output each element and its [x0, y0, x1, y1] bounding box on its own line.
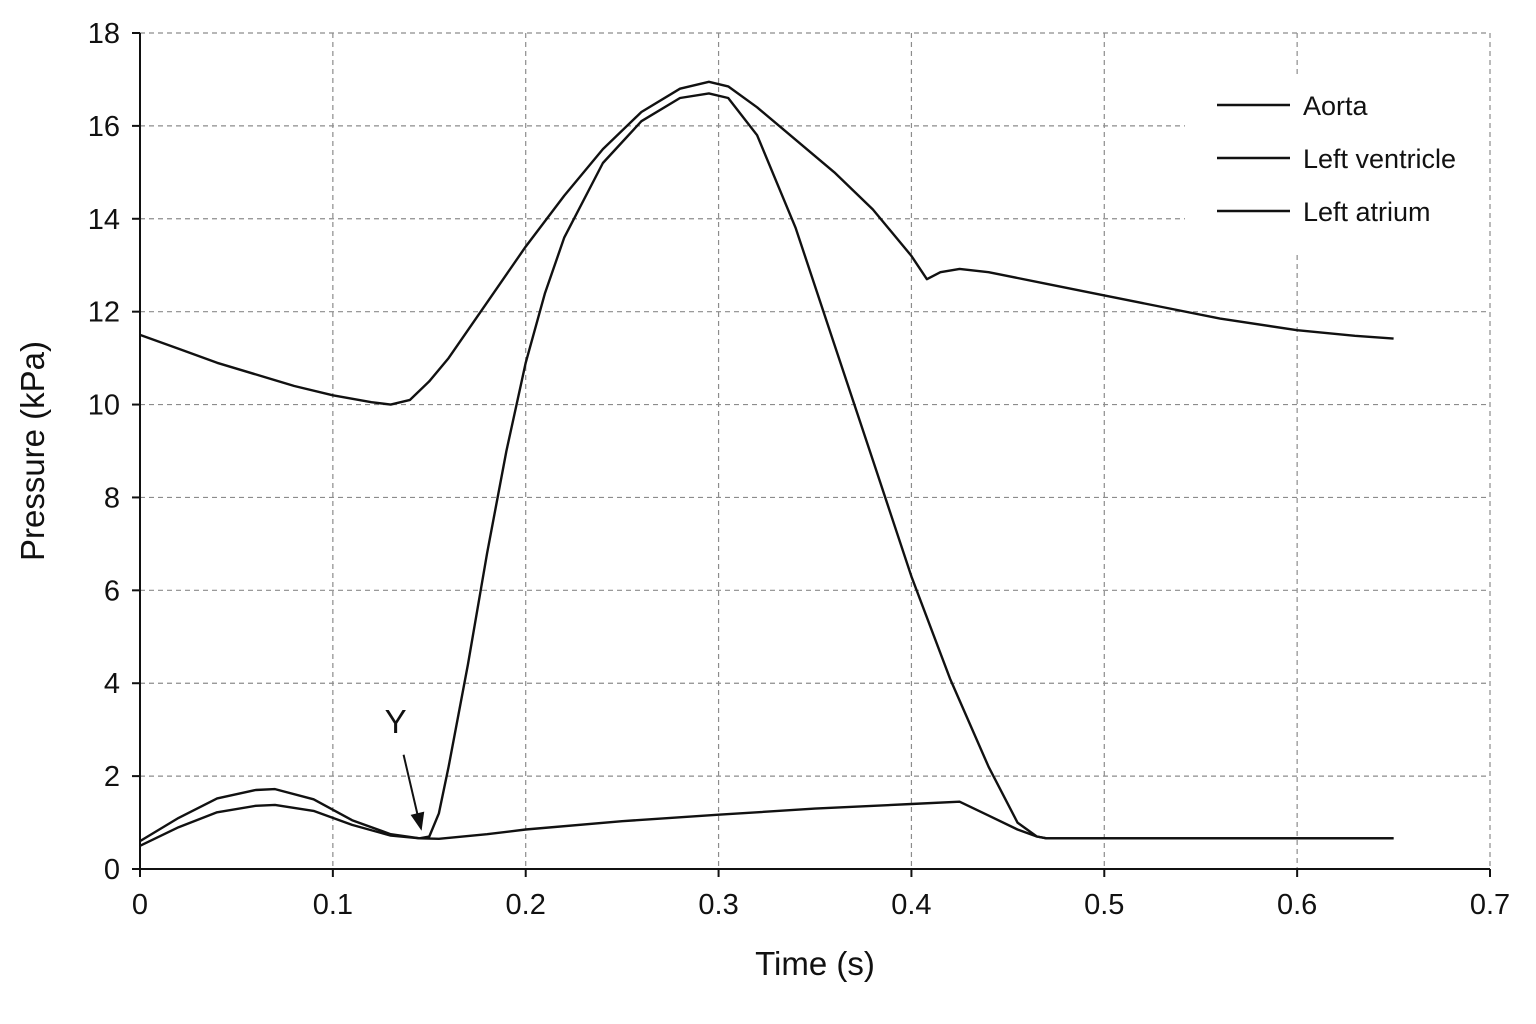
- y-tick-label: 6: [104, 575, 120, 607]
- y-tick-label: 8: [104, 482, 120, 514]
- series-line-aorta: [139, 80, 1394, 406]
- y-tick-label: 10: [88, 390, 120, 422]
- x-tick-label: 0: [132, 889, 148, 921]
- y-tick-label: 0: [104, 854, 120, 886]
- x-tick-label: 0.6: [1277, 889, 1317, 921]
- grid: [140, 32, 1491, 869]
- legend-label-aorta: Aorta: [1303, 91, 1369, 121]
- annotations: Y: [385, 703, 425, 831]
- x-tick-label: 0.3: [698, 889, 738, 921]
- annotation-label: Y: [385, 703, 407, 740]
- x-tick-label: 0.5: [1084, 889, 1124, 921]
- annotation-arrow-shaft: [402, 754, 419, 816]
- x-tick-label: 0.4: [891, 889, 931, 921]
- x-tick-label: 0.2: [506, 889, 546, 921]
- legend-label-left-atrium: Left atrium: [1303, 197, 1431, 227]
- legend: Aorta Left ventricle Left atrium: [1217, 91, 1456, 227]
- annotation-arrow-head: [410, 811, 425, 831]
- y-tick-label: 14: [88, 204, 120, 236]
- y-tick-label: 2: [104, 761, 120, 793]
- series-line-left-ventricle: [139, 92, 1394, 847]
- series-line-left-atrium: [139, 787, 1394, 843]
- y-tick-label: 16: [88, 111, 120, 143]
- x-tick-label: 0.7: [1470, 889, 1510, 921]
- legend-label-left-ventricle: Left ventricle: [1303, 144, 1456, 174]
- y-tick-label: 18: [88, 18, 120, 50]
- y-axis-title: Pressure (kPa): [14, 341, 51, 561]
- x-tick-label: 0.1: [313, 889, 353, 921]
- y-tick-label: 4: [104, 668, 120, 700]
- y-tick-label: 12: [88, 297, 120, 329]
- axes: 0 0.1 0.2 0.3 0.4 0.5 0.6 0.7 0 2 4 6 8 10 12 14 16 18: [88, 18, 1510, 921]
- series-lines: [139, 80, 1394, 847]
- x-axis-title: Time (s): [755, 945, 875, 982]
